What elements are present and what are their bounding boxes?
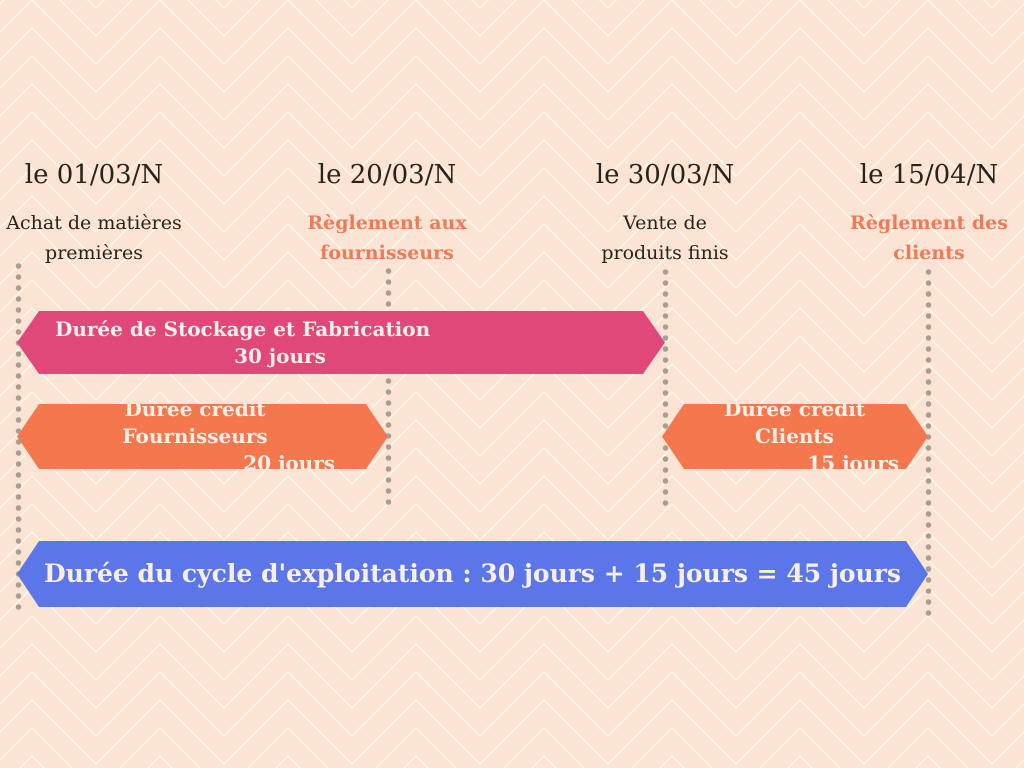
bar-credit-clients: Durée crédit Clients 15 jours xyxy=(662,404,928,469)
milestone-label-line: produits finis xyxy=(601,242,729,264)
bar-label: Durée de Stockage et Fabrication xyxy=(55,316,431,341)
bar-cycle-exploitation: Durée du cycle d'exploitation : 30 jours… xyxy=(17,541,928,607)
milestone-label-line: Vente de xyxy=(623,212,707,234)
milestone-label-reglement-clients: Règlement des clients xyxy=(779,208,1024,268)
milestone-label-line: premières xyxy=(45,242,143,264)
bar-stockage-fabrication: Durée de Stockage et Fabrication 30 jour… xyxy=(17,311,665,374)
milestone-date-4: le 15/04/N xyxy=(859,160,999,190)
milestone-label-line: clients xyxy=(893,242,965,264)
milestone-label-reglement-fournisseurs: Règlement aux fournisseurs xyxy=(237,208,537,268)
milestone-label-achat: Achat de matières premières xyxy=(0,208,244,268)
milestone-date-2: le 20/03/N xyxy=(317,160,457,190)
bar-label: Durée crédit Clients xyxy=(723,397,866,448)
milestone-label-line: Règlement aux xyxy=(307,212,467,234)
bar-label: Durée du cycle d'exploitation : 30 jours… xyxy=(44,559,901,588)
milestone-label-line: Achat de matières xyxy=(6,212,182,234)
bar-label: Durée crédit Fournisseurs xyxy=(122,397,268,448)
milestone-date-1: le 01/03/N xyxy=(24,160,164,190)
milestone-label-line: fournisseurs xyxy=(320,242,454,264)
milestone-label-line: Règlement des xyxy=(850,212,1008,234)
milestone-date-3: le 30/03/N xyxy=(595,160,735,190)
bar-duration: 30 jours xyxy=(234,343,326,368)
bar-credit-fournisseurs: Durée crédit Fournisseurs 20 jours xyxy=(17,404,388,469)
milestone-label-vente: Vente de produits finis xyxy=(515,208,815,268)
